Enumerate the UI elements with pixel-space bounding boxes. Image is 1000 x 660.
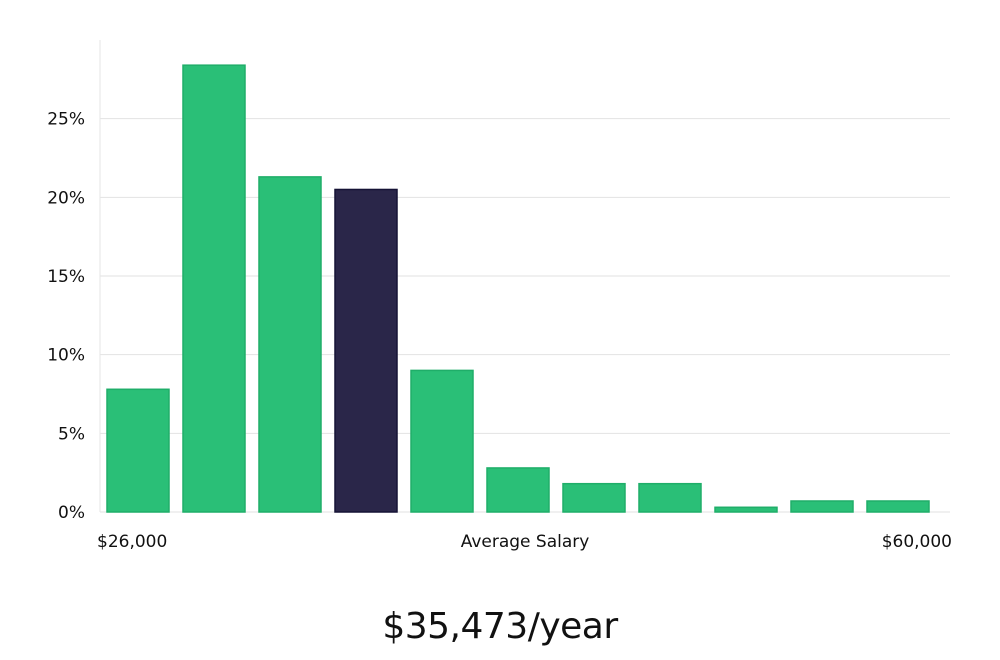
bar (182, 64, 246, 513)
bar (410, 369, 474, 513)
y-tick-label: 0% (58, 503, 85, 523)
bar-highlighted (334, 188, 398, 513)
y-tick-label: 5% (58, 424, 85, 444)
y-tick-label: 15% (47, 267, 85, 287)
x-axis-title: Average Salary (461, 532, 590, 552)
bar (790, 500, 854, 513)
x-axis-min-label: $26,000 (97, 532, 167, 552)
bars (106, 64, 930, 513)
bar (106, 388, 170, 513)
bar (258, 176, 322, 513)
bar (486, 467, 550, 513)
y-tick-labels: 0% 5% 10% 15% 20% 25% (47, 110, 85, 523)
y-tick-label: 10% (47, 346, 85, 366)
average-salary-value: $35,473/year (382, 606, 618, 647)
y-tick-label: 25% (47, 110, 85, 130)
bar (638, 482, 702, 513)
salary-histogram: 0%5%10%15%20%25% $26,000 Average Salary … (47, 40, 952, 552)
y-tick-label: 20% (47, 188, 85, 208)
x-axis-max-label: $60,000 (882, 532, 952, 552)
bar (866, 500, 930, 513)
bar (714, 506, 778, 513)
bar (562, 482, 626, 513)
